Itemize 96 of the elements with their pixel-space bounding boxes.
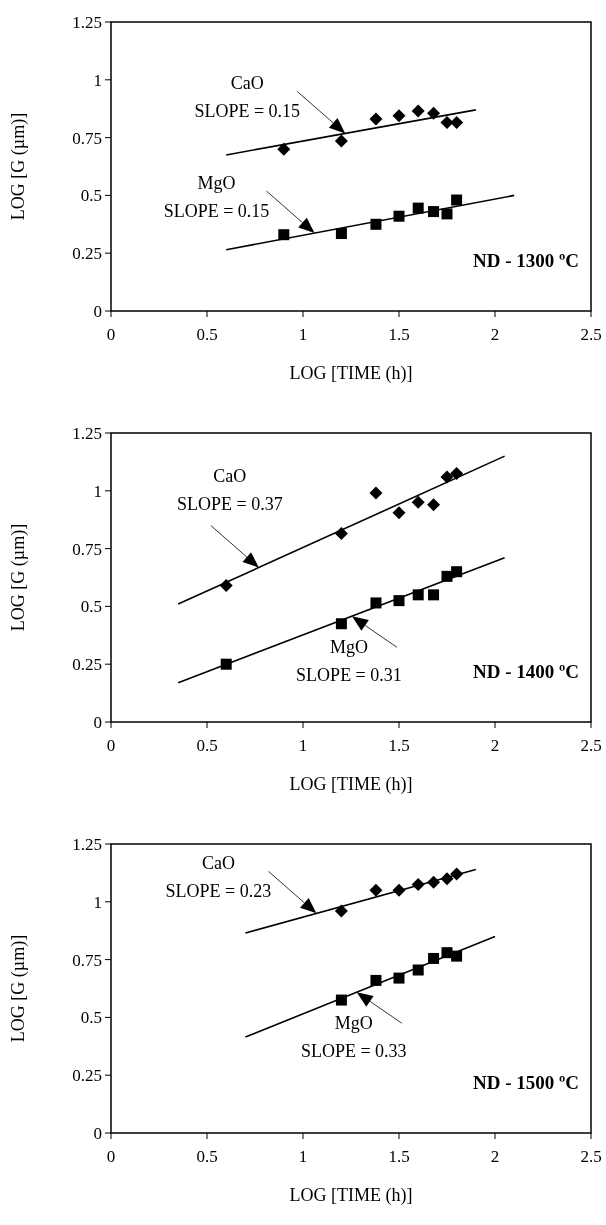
point — [428, 589, 440, 601]
y-tick-label: 0 — [93, 1124, 102, 1143]
y-tick-label: 0.25 — [72, 1066, 102, 1086]
point — [370, 218, 382, 230]
point — [412, 589, 424, 601]
text: ND - 1300 ºC — [472, 250, 579, 271]
point — [440, 872, 454, 886]
x-tick-label: 2 — [490, 1147, 500, 1166]
point — [335, 228, 347, 240]
point — [450, 867, 464, 881]
y-tick-label: 0 — [93, 302, 102, 321]
point — [219, 579, 233, 593]
y-axis-title: LOG [G (µm)] — [8, 934, 29, 1043]
y-tick-label: 0 — [93, 713, 102, 732]
point — [335, 618, 347, 630]
x-tick-label: 0 — [106, 736, 116, 755]
point — [450, 466, 464, 480]
x-tick-label: 1 — [298, 1147, 308, 1166]
annotation: MgO SLOPE = 0.15 — [163, 173, 270, 222]
point — [369, 883, 383, 897]
point — [369, 486, 383, 500]
point — [334, 134, 348, 148]
point — [277, 142, 291, 156]
x-axis-title: LOG [TIME (h)] — [289, 363, 413, 384]
point — [412, 964, 424, 976]
point — [440, 116, 454, 130]
annotation: CaO SLOPE = 0.15 — [194, 73, 301, 122]
point — [411, 495, 425, 509]
y-tick-label: 0.25 — [72, 244, 102, 264]
x-tick-label: 2.5 — [580, 1147, 602, 1166]
x-axis-title: LOG [TIME (h)] — [289, 774, 413, 795]
text: ND - 1500 ºC — [472, 1072, 579, 1093]
point — [278, 229, 290, 241]
x-tick-label: 0.5 — [196, 325, 218, 344]
point — [427, 106, 441, 120]
point — [370, 974, 382, 986]
y-tick-label: 0.75 — [72, 539, 102, 559]
point — [451, 194, 463, 206]
point — [411, 877, 425, 891]
point — [220, 658, 232, 670]
y-tick-label: 0.75 — [72, 128, 102, 148]
x-tick-label: 2.5 — [580, 325, 602, 344]
point — [334, 527, 348, 541]
point — [451, 950, 463, 962]
point — [450, 116, 464, 130]
x-tick-label: 2.5 — [580, 736, 602, 755]
y-axis-title: LOG [G (µm)] — [8, 523, 29, 632]
y-tick-label: 0.75 — [72, 950, 102, 970]
x-tick-label: 2 — [490, 736, 500, 755]
point — [393, 595, 405, 607]
y-tick-label: 1.25 — [72, 835, 102, 854]
y-tick-label: 0.5 — [80, 1008, 102, 1028]
point — [393, 210, 405, 222]
annotation: CaO SLOPE = 0.23 — [165, 853, 272, 902]
point — [335, 994, 347, 1006]
x-tick-label: 1 — [298, 325, 308, 344]
x-tick-label: 0.5 — [196, 1147, 218, 1166]
x-tick-label: 0 — [106, 1147, 116, 1166]
point — [334, 904, 348, 918]
point — [428, 206, 440, 218]
point — [411, 104, 425, 118]
annotation: CaO SLOPE = 0.37 — [177, 465, 283, 514]
annotation: MgO SLOPE = 0.31 — [296, 637, 402, 686]
x-tick-label: 0.5 — [196, 736, 218, 755]
x-tick-label: 0 — [106, 325, 116, 344]
y-tick-label: 0.5 — [80, 186, 102, 206]
x-axis-title: LOG [TIME (h)] — [289, 1185, 413, 1206]
point — [393, 972, 405, 984]
y-tick-label: 1.25 — [72, 424, 102, 443]
text: ND - 1400 ºC — [472, 661, 579, 682]
x-tick-label: 1.5 — [388, 1147, 410, 1166]
y-tick-label: 1 — [93, 892, 102, 912]
y-tick-label: 1 — [93, 481, 102, 501]
x-tick-label: 1.5 — [388, 736, 410, 755]
y-axis-title: LOG [G (µm)] — [8, 112, 29, 221]
point — [369, 112, 383, 126]
point — [412, 202, 424, 214]
point — [440, 470, 454, 484]
annotation: MgO SLOPE = 0.33 — [300, 1013, 407, 1062]
x-tick-label: 2 — [490, 325, 500, 344]
y-tick-label: 1.25 — [72, 13, 102, 32]
point — [392, 883, 406, 897]
point — [441, 208, 453, 220]
point — [451, 566, 463, 578]
point — [427, 498, 441, 512]
point — [427, 875, 441, 889]
y-tick-label: 0.5 — [80, 597, 102, 617]
point — [441, 570, 453, 582]
point — [370, 597, 382, 609]
point — [392, 109, 406, 123]
x-tick-label: 1 — [298, 736, 308, 755]
point — [428, 952, 440, 964]
y-tick-label: 0.25 — [72, 655, 102, 675]
y-tick-label: 1 — [93, 70, 102, 90]
point — [392, 506, 406, 520]
x-tick-label: 1.5 — [388, 325, 410, 344]
